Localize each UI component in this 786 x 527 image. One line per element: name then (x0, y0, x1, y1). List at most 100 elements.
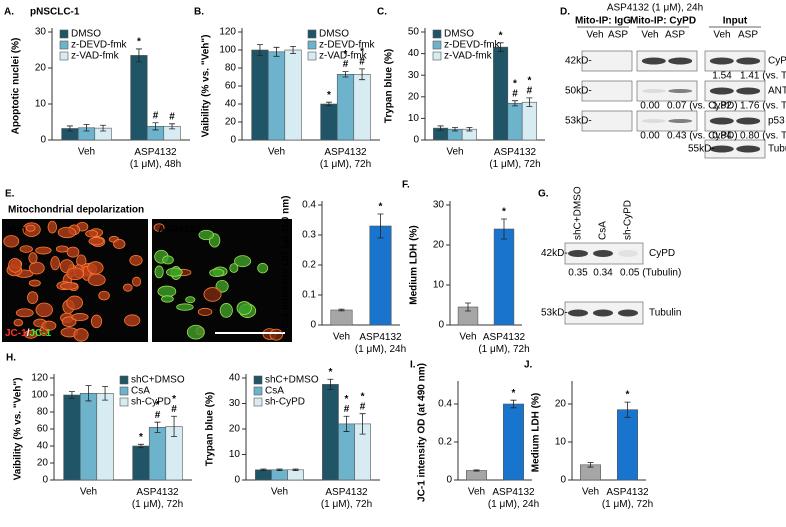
y-tick-label: 10 (555, 437, 567, 448)
x-tick-label: ASP4132 (1 μM), 72h (602, 487, 653, 510)
mw-marker: 42kD- (541, 248, 568, 259)
legend-swatch (119, 386, 129, 396)
panel-letter: B. (194, 7, 204, 18)
protein-label: p53 (768, 116, 785, 127)
significance: # (512, 88, 518, 99)
bar (466, 470, 487, 481)
lane-label: ASP (665, 30, 685, 41)
blot-group: Input (723, 16, 748, 27)
y-tick-label: 60 (225, 81, 237, 92)
y-tick-label: 40 (408, 48, 420, 59)
mw-marker: 53kD- (541, 308, 568, 319)
cell (28, 252, 38, 264)
quant: 1.41 (vs. Tubulin) (740, 71, 786, 82)
significance: * (360, 47, 364, 58)
blot-band (593, 250, 613, 257)
legend-label: CsA (131, 386, 150, 397)
cell (157, 285, 177, 298)
blot-band (736, 145, 761, 153)
significance: # (171, 404, 177, 415)
y-axis-label: Medium LDH (%) (531, 393, 542, 472)
cell (88, 237, 105, 246)
protein-label: Tubulin (768, 144, 786, 155)
cell (129, 255, 143, 266)
y-axis-label: Apoptotic nuclei (%) (11, 38, 22, 135)
blot-strip (704, 50, 766, 72)
x-tick-label: ASP4132 (1 μM), 72h (321, 487, 372, 510)
legend-label: DMSO (319, 29, 349, 40)
legend-swatch (432, 40, 442, 50)
y-tick-label: 0.1 (302, 290, 316, 301)
y-axis-label: Trypan blue (%) (205, 392, 216, 466)
cell (35, 246, 52, 255)
significance: # (343, 59, 349, 70)
legend-swatch (253, 386, 263, 396)
x-tick-label: Veh (446, 147, 463, 158)
quant: 0.43 (vs. CyPD) (667, 131, 738, 142)
mw-marker: 55kD- (688, 144, 715, 155)
y-tick-label: 0.2 (302, 260, 316, 271)
quant: 0.00 (640, 131, 660, 142)
error-bar (359, 413, 366, 435)
blot-strip (581, 80, 633, 102)
significance: # (169, 111, 175, 122)
x-tick-label: ASP4132 (1 μM), 72h (132, 487, 183, 510)
cell (60, 282, 79, 290)
bar (521, 101, 537, 141)
significance: * (502, 207, 506, 218)
lane-label: Veh (713, 30, 730, 41)
protein-label: CyPD (768, 56, 786, 67)
panel-letter: I. (410, 360, 416, 371)
cell (203, 287, 222, 302)
cell (198, 229, 215, 241)
quant: 1.54 (712, 71, 732, 82)
cell (176, 303, 194, 311)
cell (154, 265, 164, 279)
significance: * (156, 400, 160, 411)
y-tick-label: 0 (560, 475, 566, 486)
blot-band (641, 119, 666, 123)
significance: * (626, 390, 630, 401)
significance: * (361, 391, 365, 402)
error-bar (276, 468, 283, 471)
legend-label: CsA (265, 386, 284, 397)
cell (269, 328, 283, 341)
lane-label: Veh (641, 30, 658, 41)
y-tick-label: 120 (219, 27, 236, 38)
cell (131, 276, 142, 287)
bar (493, 46, 509, 141)
bar (503, 403, 524, 481)
y-tick-label: 20 (229, 424, 241, 435)
y-tick-label: 0 (40, 135, 46, 146)
cell (25, 224, 36, 232)
legend-label: z-DEVD-fmk (71, 40, 128, 51)
cell (161, 295, 174, 303)
cell (66, 295, 84, 310)
significance: * (513, 78, 517, 89)
y-axis-label: Trypan blue (%) (384, 49, 395, 123)
cell (71, 313, 89, 322)
legend-swatch (59, 29, 69, 39)
legend-swatch (119, 397, 129, 407)
stain-name: JC-1 (5, 328, 27, 339)
significance: # (527, 86, 533, 97)
cell (24, 330, 38, 339)
blot-band (709, 87, 734, 95)
cell (28, 279, 41, 287)
x-tick-label: ASP4132 (1 μM), 24h (355, 332, 406, 355)
image-label: Veh (8, 225, 26, 236)
blot-band (668, 119, 693, 123)
stain-name: / (27, 328, 30, 339)
panel-letter: D. (560, 7, 570, 18)
y-tick-label: 0.4 (438, 399, 452, 410)
error-bar (152, 122, 159, 131)
y-tick-label: 10 (433, 280, 445, 291)
y-tick-label: 0 (42, 475, 48, 486)
blot-strip (704, 139, 766, 159)
error-bar (68, 391, 75, 399)
y-tick-label: 10 (408, 113, 420, 124)
x-tick-label: ASP4132 (1 μM), 24h (488, 487, 539, 510)
cell (73, 328, 89, 342)
